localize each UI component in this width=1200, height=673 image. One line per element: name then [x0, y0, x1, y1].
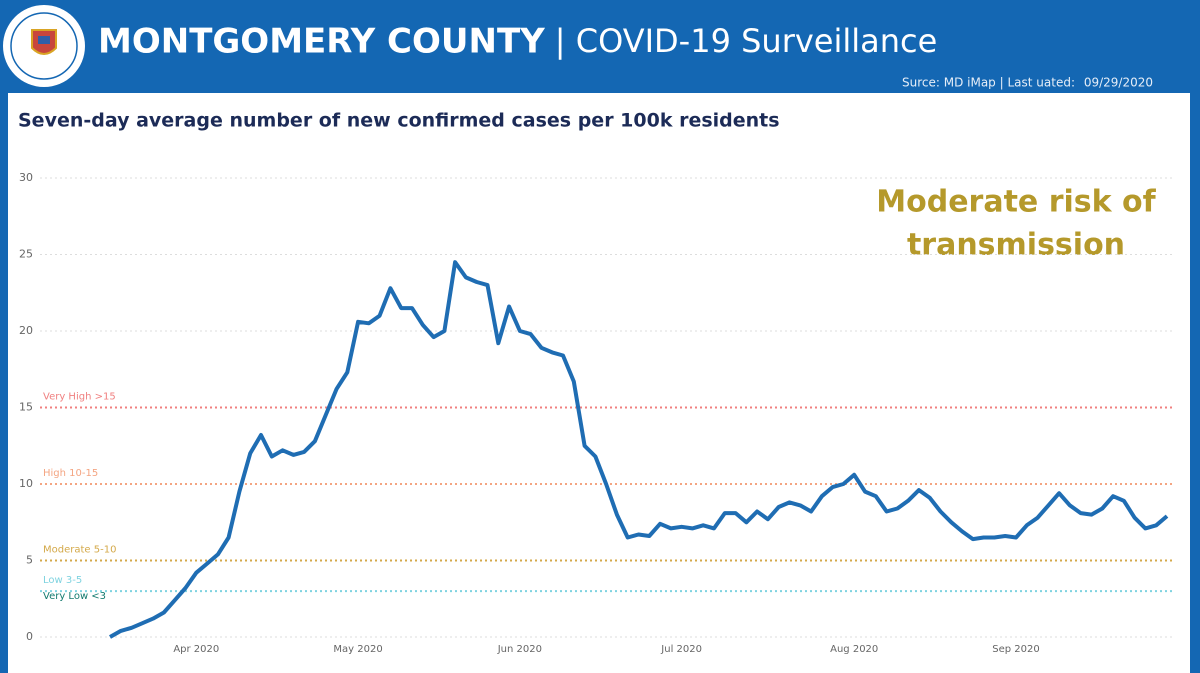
x-tick-label: Jun 2020	[497, 644, 542, 655]
x-tick-label: Sep 2020	[992, 644, 1039, 655]
header-title: MONTGOMERY COUNTY	[98, 22, 545, 62]
x-tick-label: May 2020	[333, 644, 382, 655]
y-tick-label: 25	[19, 248, 33, 261]
risk-annotation: transmission	[907, 228, 1125, 263]
threshold-label: Very Low <3	[43, 591, 106, 602]
chart-title: Seven-day average number of new confirme…	[18, 110, 780, 132]
y-tick-label: 15	[19, 401, 33, 414]
y-tick-label: 5	[26, 554, 33, 567]
series-line	[109, 260, 1169, 639]
panel	[8, 93, 1190, 673]
y-tick-label: 10	[19, 477, 33, 490]
threshold-label: Very High >15	[43, 392, 116, 403]
threshold-label: Moderate 5-10	[43, 545, 116, 556]
y-tick-label: 30	[19, 171, 33, 184]
threshold-label: Low 3-5	[43, 575, 82, 586]
logo	[3, 5, 85, 87]
y-tick-label: 20	[19, 324, 33, 337]
x-tick-label: Aug 2020	[830, 644, 878, 655]
x-tick-label: Jul 2020	[660, 644, 702, 655]
risk-annotation: Moderate risk of	[876, 185, 1156, 220]
header-subtitle: | COVID-19 Surveillance	[555, 22, 938, 60]
y-tick-label: 0	[26, 630, 33, 643]
x-tick-label: Apr 2020	[173, 644, 219, 655]
update-date: 09/29/2020	[1084, 76, 1153, 90]
threshold-label: High 10-15	[43, 468, 98, 479]
source: Surce: MD iMap | Last uated:	[902, 76, 1075, 90]
